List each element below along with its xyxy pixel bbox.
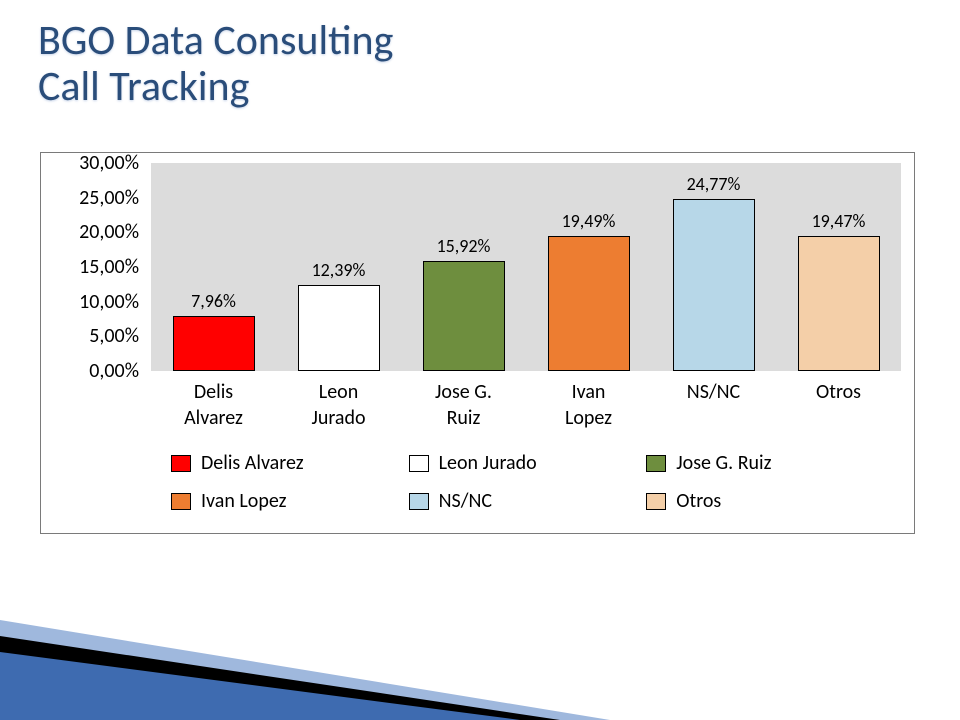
bar-slot: 19,47% bbox=[776, 236, 901, 371]
bar-slot: 12,39% bbox=[276, 285, 401, 371]
y-tick-label: 5,00% bbox=[89, 324, 139, 348]
page-title-line2: Call Tracking bbox=[38, 64, 922, 110]
legend-item: Ivan Lopez bbox=[171, 489, 409, 513]
plot-area: 7,96%12,39%15,92%19,49%24,77%19,47% bbox=[151, 163, 901, 371]
page-title-line1: BGO Data Consulting bbox=[38, 18, 922, 64]
bar bbox=[798, 236, 880, 371]
y-axis: 0,00%5,00%10,00%15,00%20,00%25,00%30,00% bbox=[41, 163, 147, 371]
x-category-label: NS/NC bbox=[651, 379, 776, 431]
legend-item: Otros bbox=[646, 489, 884, 513]
bar bbox=[548, 236, 630, 371]
x-category-label: Leon Jurado bbox=[276, 379, 401, 431]
legend-swatch bbox=[171, 455, 191, 472]
bar bbox=[423, 261, 505, 371]
x-category-label: Otros bbox=[776, 379, 901, 431]
y-tick-label: 25,00% bbox=[79, 186, 139, 210]
legend-swatch bbox=[646, 493, 666, 510]
y-tick-label: 20,00% bbox=[79, 220, 139, 244]
legend-item: NS/NC bbox=[409, 489, 647, 513]
bar-slot: 19,49% bbox=[526, 236, 651, 371]
y-tick-label: 30,00% bbox=[79, 151, 139, 175]
legend-item: Jose G. Ruiz bbox=[646, 451, 884, 475]
x-category-label: Ivan Lopez bbox=[526, 379, 651, 431]
legend-swatch bbox=[409, 455, 429, 472]
legend: Delis Alvarez Leon Jurado Jose G. Ruiz Ivan… bbox=[171, 451, 884, 527]
legend-label: Leon Jurado bbox=[439, 451, 537, 475]
legend-swatch bbox=[409, 493, 429, 510]
legend-item: Delis Alvarez bbox=[171, 451, 409, 475]
bar bbox=[298, 285, 380, 371]
bar bbox=[173, 316, 255, 371]
legend-item: Leon Jurado bbox=[409, 451, 647, 475]
slide-decoration bbox=[0, 560, 960, 720]
bars-container: 7,96%12,39%15,92%19,49%24,77%19,47% bbox=[151, 163, 901, 371]
bar bbox=[673, 199, 755, 371]
bar-slot: 15,92% bbox=[401, 261, 526, 371]
x-category-label: Delis Alvarez bbox=[151, 379, 276, 431]
y-tick-label: 0,00% bbox=[89, 359, 139, 383]
legend-swatch bbox=[171, 493, 191, 510]
bar-value-label: 12,39% bbox=[279, 259, 399, 281]
chart-frame: 0,00% 5,00% 10,00% 15,00% 20,00% 25,00% 30,00%… bbox=[40, 152, 915, 534]
bar-slot: 24,77% bbox=[651, 199, 776, 371]
x-axis: Delis AlvarezLeon JuradoJose G. RuizIvan… bbox=[151, 379, 901, 431]
x-category-label: Jose G. Ruiz bbox=[401, 379, 526, 431]
y-tick-label: 10,00% bbox=[79, 290, 139, 314]
bar-value-label: 7,96% bbox=[154, 290, 274, 312]
bar-value-label: 19,49% bbox=[529, 210, 649, 232]
slide: BGO Data Consulting Call Tracking 0,00% 5… bbox=[0, 0, 960, 720]
legend-label: NS/NC bbox=[439, 489, 492, 513]
legend-swatch bbox=[646, 455, 666, 472]
legend-label: Otros bbox=[676, 489, 721, 513]
legend-label: Delis Alvarez bbox=[201, 451, 304, 475]
bar-value-label: 19,47% bbox=[779, 210, 899, 232]
bar-value-label: 15,92% bbox=[404, 235, 524, 257]
bar-slot: 7,96% bbox=[151, 316, 276, 371]
title-block: BGO Data Consulting Call Tracking bbox=[38, 18, 922, 110]
bar-value-label: 24,77% bbox=[654, 173, 774, 195]
y-tick-label: 15,00% bbox=[79, 255, 139, 279]
legend-label: Ivan Lopez bbox=[201, 489, 287, 513]
legend-label: Jose G. Ruiz bbox=[676, 451, 771, 475]
